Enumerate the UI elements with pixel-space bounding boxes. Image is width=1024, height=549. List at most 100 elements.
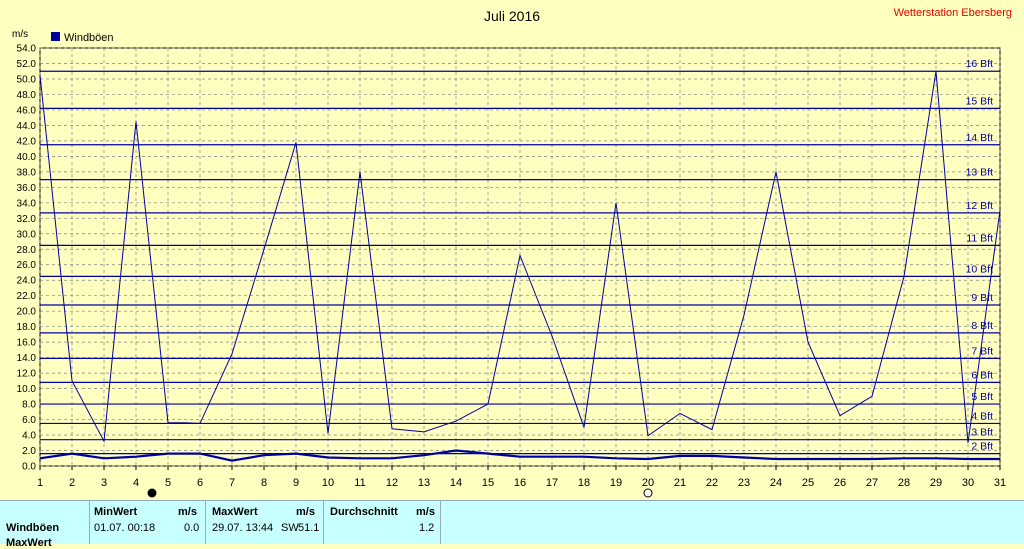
- x-tick-label: 21: [674, 477, 686, 489]
- station-name: Wetterstation Ebersberg: [894, 7, 1012, 19]
- x-tick-label: 14: [450, 477, 462, 489]
- chart: Juli 2016 Wetterstation Ebersberg m/s Wi…: [12, 7, 1012, 498]
- open-circle-marker: [643, 488, 653, 498]
- beaufort-label: 6 Bft: [971, 369, 993, 381]
- y-tick-label: 32.0: [17, 214, 37, 225]
- y-tick-label: 40.0: [17, 152, 37, 163]
- x-tick-label: 22: [706, 477, 718, 489]
- beaufort-label: 11 Bft: [966, 232, 993, 244]
- x-tick-label: 17: [546, 477, 558, 489]
- y-tick-label: 8.0: [22, 400, 36, 411]
- x-tick-label: 8: [261, 477, 267, 489]
- y-tick-label: 20.0: [17, 307, 37, 318]
- avg-header: Durchschnitt: [330, 506, 398, 518]
- x-tick-label: 16: [514, 477, 526, 489]
- x-tick-label: 23: [738, 477, 750, 489]
- x-tick-label: 15: [482, 477, 494, 489]
- x-tick-label: 29: [930, 477, 942, 489]
- beaufort-label: 3 Bft: [971, 427, 993, 439]
- min-date: 01.07. 00:18: [94, 522, 156, 534]
- beaufort-label: 16 Bft: [966, 58, 994, 70]
- y-tick-label: 22.0: [17, 291, 37, 302]
- x-tick-label: 3: [101, 477, 107, 489]
- y-tick-label: 54.0: [17, 44, 37, 55]
- min-value: 0.0: [184, 522, 200, 534]
- filled-circle-marker: [147, 488, 157, 498]
- y-tick-label: 48.0: [17, 90, 37, 101]
- min-header: MinWert: [94, 506, 138, 518]
- max-value: 51.1: [298, 522, 320, 534]
- y-tick-label: 0.0: [22, 462, 36, 473]
- x-tick-label: 2: [69, 477, 75, 489]
- x-tick-label: 13: [418, 477, 430, 489]
- y-tick-label: 38.0: [17, 167, 37, 178]
- y-tick-label: 18.0: [17, 322, 37, 333]
- y-tick-label: 34.0: [17, 198, 37, 209]
- x-tick-label: 19: [610, 477, 622, 489]
- x-tick-label: 26: [834, 477, 846, 489]
- avg-unit: m/s: [416, 506, 435, 518]
- beaufort-label: 5 Bft: [971, 391, 993, 403]
- y-tick-label: 16.0: [17, 338, 37, 349]
- legend-swatch: [51, 32, 60, 41]
- y-axis-unit: m/s: [12, 29, 28, 40]
- stats-row2-label: MaxWert: [6, 537, 52, 549]
- x-tick-label: 24: [770, 477, 782, 489]
- beaufort-label: 13 Bft: [966, 167, 994, 179]
- beaufort-label: 10 Bft: [966, 263, 994, 275]
- x-tick-label: 18: [578, 477, 590, 489]
- x-tick-label: 27: [866, 477, 878, 489]
- stats-row-label: Windböen: [6, 522, 60, 534]
- y-tick-label: 50.0: [17, 74, 37, 85]
- x-tick-label: 25: [802, 477, 814, 489]
- x-tick-label: 11: [354, 477, 365, 489]
- avg-value: 1.2: [419, 522, 435, 534]
- chart-title: Juli 2016: [484, 8, 540, 24]
- y-tick-label: 30.0: [17, 229, 37, 240]
- y-tick-label: 26.0: [17, 260, 37, 271]
- x-tick-label: 12: [386, 477, 398, 489]
- x-tick-label: 20: [642, 477, 654, 489]
- y-tick-label: 42.0: [17, 136, 37, 147]
- beaufort-label: 8 Bft: [971, 320, 993, 332]
- series-line-secondary: [39, 449, 1000, 462]
- y-tick-label: 14.0: [17, 353, 37, 364]
- y-tick-label: 44.0: [17, 121, 37, 132]
- x-tick-label: 30: [962, 477, 974, 489]
- beaufort-label: 7 Bft: [971, 345, 993, 357]
- plot-area: 0.0 2.0 4.0 6.0 8.0 10.0 12.0 14.0 16.0 18.0 20.0 2…: [17, 44, 1006, 498]
- x-tick-label: 4: [133, 477, 139, 489]
- y-tick-label: 6.0: [22, 415, 36, 426]
- x-tick-label: 10: [322, 477, 334, 489]
- max-date: 29.07. 13:44: [212, 522, 274, 534]
- beaufort-label: 12 Bft: [966, 200, 994, 212]
- beaufort-label: 2 Bft: [971, 441, 993, 453]
- y-tick-label: 52.0: [17, 59, 37, 70]
- y-tick-label: 10.0: [17, 384, 37, 395]
- beaufort-label: 14 Bft: [966, 132, 994, 144]
- y-tick-label: 36.0: [17, 183, 37, 194]
- y-tick-label: 28.0: [17, 245, 37, 256]
- x-tick-label: 28: [898, 477, 910, 489]
- min-unit: m/s: [178, 506, 197, 518]
- beaufort-label: 4 Bft: [971, 410, 993, 422]
- y-tick-label: 24.0: [17, 276, 37, 287]
- max-direction: SW: [281, 522, 299, 534]
- series-line-windboeen: [39, 71, 1001, 443]
- x-tick-label: 6: [197, 477, 203, 489]
- beaufort-label: 15 Bft: [966, 95, 994, 107]
- legend-label: Windböen: [64, 32, 114, 44]
- y-tick-label: 46.0: [17, 105, 37, 116]
- y-tick-label: 2.0: [22, 446, 36, 457]
- y-tick-label: 12.0: [17, 369, 37, 380]
- x-tick-label: 1: [37, 477, 43, 489]
- x-tick-label: 31: [994, 477, 1006, 489]
- stats-panel: Windböen MaxWert MinWert m/s 01.07. 00:1…: [0, 500, 1024, 549]
- max-unit: m/s: [296, 506, 315, 518]
- max-header: MaxWert: [212, 506, 258, 518]
- x-tick-label: 9: [293, 477, 299, 489]
- x-tick-label: 5: [165, 477, 171, 489]
- beaufort-label: 9 Bft: [971, 292, 993, 304]
- y-tick-label: 4.0: [22, 431, 36, 442]
- x-tick-label: 7: [229, 477, 235, 489]
